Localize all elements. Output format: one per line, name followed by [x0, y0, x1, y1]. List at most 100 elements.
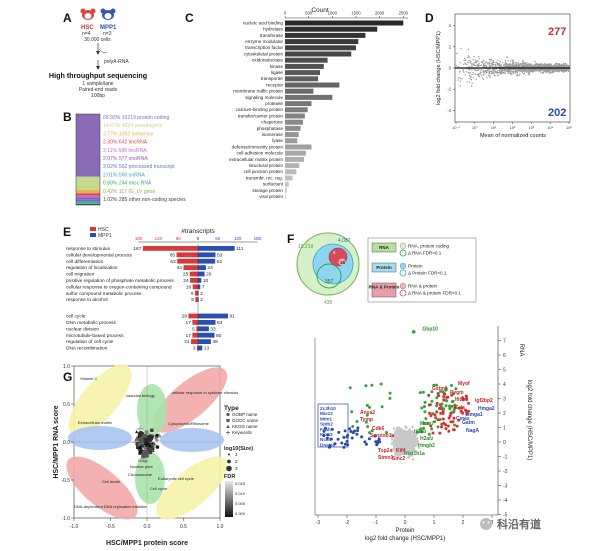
- score-region: [68, 426, 132, 450]
- f-point: [405, 438, 409, 442]
- panther-bar: [285, 187, 287, 193]
- biotype-segment: [76, 201, 100, 203]
- f-ytick-label: 2: [503, 411, 506, 417]
- gene-gbp10: Gbp10: [422, 326, 438, 332]
- f-point-blue: [328, 444, 332, 448]
- f-point: [398, 432, 402, 435]
- f-point-green: [432, 383, 436, 387]
- f-point-blue: [373, 434, 377, 438]
- panther-category: protease: [265, 101, 283, 106]
- ma-point: [539, 63, 542, 65]
- ma-point: [500, 69, 502, 71]
- ma-point: [474, 64, 476, 67]
- ma-point: [490, 63, 492, 65]
- ma-point: [477, 65, 480, 67]
- mpp1-value: 2: [200, 297, 203, 303]
- ma-point: [529, 71, 531, 73]
- ma-point: [480, 69, 482, 71]
- ma-point: [473, 55, 475, 58]
- ma-point: [494, 71, 497, 73]
- g-point: [135, 430, 139, 434]
- ma-point: [510, 65, 512, 68]
- panther-bar: [285, 169, 297, 175]
- ma-point: [497, 74, 499, 77]
- ma-point: [468, 56, 471, 58]
- ma-point: [522, 59, 524, 62]
- f-x-axis: -3 -2 -1 0 1 2 3: [316, 515, 494, 526]
- f-point-green: [430, 399, 434, 403]
- ma-point: [509, 70, 512, 73]
- size-legend: 1 2 3: [226, 452, 238, 472]
- f-point-red: [429, 424, 433, 428]
- ma-point: [472, 77, 474, 79]
- legend-ring: [399, 269, 407, 277]
- region-label: Nuclear pore: [130, 464, 154, 469]
- f-point-red: [429, 414, 433, 418]
- type-legend-title: Type: [224, 405, 239, 412]
- ma-point: [547, 70, 549, 73]
- ma-point: [539, 65, 541, 67]
- f-point-red: [450, 393, 454, 397]
- mpp1-value: 10: [203, 278, 209, 284]
- f-point-red: [449, 411, 453, 415]
- f-point: [397, 433, 400, 437]
- f-xtick-label: -1: [374, 520, 379, 526]
- f-point-red: [453, 406, 457, 410]
- f-point-red: [467, 409, 470, 413]
- count-tick-label: 2000: [375, 11, 385, 16]
- mpp1-bar: [198, 258, 216, 264]
- ma-point: [470, 62, 472, 64]
- ma-point: [519, 73, 521, 75]
- f-point: [399, 428, 403, 431]
- panther-bar: [285, 107, 308, 113]
- hsc-bar: [196, 326, 198, 332]
- hsc-value: 24: [183, 278, 189, 284]
- ma-point: [470, 65, 472, 67]
- f-point-green: [426, 422, 430, 425]
- f-point: [390, 442, 394, 446]
- g-point: [137, 444, 143, 450]
- g-xtick-label: 0.0: [144, 524, 151, 530]
- arrow-a1-head: [96, 51, 100, 55]
- ma-point: [504, 61, 507, 64]
- legend-line: RNA, protein coding: [408, 244, 450, 249]
- f-point-green: [451, 399, 455, 403]
- panther-category: membrane traffic protein: [233, 89, 283, 94]
- ma-point: [511, 70, 513, 73]
- ma-point: [515, 72, 517, 74]
- f-point-red: [431, 431, 435, 435]
- ma-point: [549, 63, 551, 65]
- score-region: [137, 384, 167, 436]
- panther-bar: [285, 150, 306, 156]
- legend-line: RNA & protein: [408, 284, 438, 289]
- ma-point: [558, 65, 560, 68]
- ma-point: [475, 73, 477, 76]
- f-point: [413, 431, 416, 435]
- f-point: [408, 441, 412, 445]
- legend-tag-box: [371, 282, 397, 298]
- ma-point: [478, 64, 480, 66]
- go-term-label: DNA metabolic process: [66, 320, 116, 326]
- biotype-label: 2.02% 562 processed transcript: [103, 164, 175, 170]
- ma-point: [490, 70, 492, 73]
- ma-point: [462, 70, 465, 72]
- ma-point: [468, 75, 471, 77]
- ma-point: [505, 65, 508, 67]
- f-point: [392, 440, 396, 444]
- f-point-red: [439, 411, 443, 415]
- ma-point: [552, 69, 554, 71]
- cells-count: 30,000 cells: [84, 37, 111, 43]
- f-point-green: [348, 386, 352, 390]
- ma-point: [543, 65, 545, 67]
- ma-point: [470, 60, 472, 63]
- ma-point: [478, 62, 480, 64]
- ma-point: [456, 52, 458, 55]
- ma-point: [479, 73, 481, 75]
- ma-point: [475, 78, 477, 81]
- type-marker: [226, 418, 230, 423]
- mpp1-value: 91: [230, 314, 236, 320]
- score-region: [160, 428, 224, 452]
- ma-point: [535, 69, 537, 72]
- ma-point: [460, 47, 462, 50]
- ma-point: [483, 71, 486, 73]
